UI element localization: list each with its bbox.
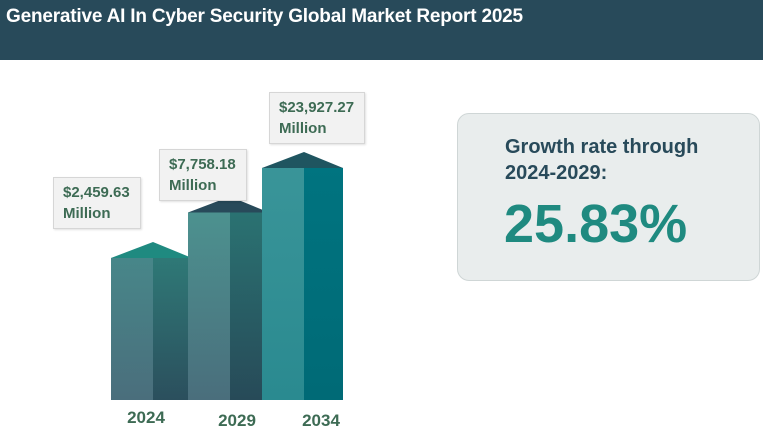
data-label-2024: $2,459.63 Million [53,177,141,229]
bar-side-face [153,250,192,400]
data-label-amount: $2,459.63 [63,184,130,201]
growth-rate-value: 25.83% [504,194,688,254]
x-tick-label-2024: 2024 [127,408,165,427]
page-title: Generative AI In Cyber Security Global M… [6,6,523,27]
bar-2024 [111,242,192,400]
data-label-amount: $7,758.18 [169,156,236,173]
bar-2029 [188,196,269,400]
data-label-unit: Million [169,177,217,194]
data-label-2034: $23,927.27 Million [269,92,366,144]
data-label-amount: $23,927.27 [279,99,355,116]
bar-2034 [262,152,343,400]
data-label-unit: Million [279,120,327,137]
bar-top-cap [111,242,192,258]
bar-side-face [230,204,269,400]
header-bar: Generative AI In Cyber Security Global M… [0,0,763,60]
x-tick-label-2034: 2034 [302,411,340,430]
bar-front-face [188,204,230,400]
data-label-unit: Million [63,205,111,222]
data-label-2029: $7,758.18 Million [159,149,247,201]
bar-top-cap [188,196,269,213]
bar-top-cap [262,152,343,168]
bar-front-face [111,250,153,400]
bar-front-face [262,160,304,400]
bar-side-face [304,160,343,400]
growth-rate-card: Growth rate through 2024-2029: 25.83% [457,113,760,281]
growth-rate-label: Growth rate through 2024-2029: [505,136,699,184]
x-tick-label-2029: 2029 [218,411,256,430]
